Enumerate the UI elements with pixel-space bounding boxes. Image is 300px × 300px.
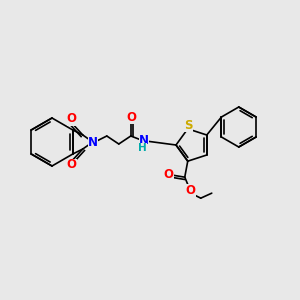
Text: N: N [139,134,149,148]
Text: N: N [88,136,98,148]
Text: O: O [67,112,77,125]
Text: O: O [127,111,137,124]
Text: H: H [138,143,147,153]
Text: O: O [164,168,174,181]
Text: O: O [186,184,196,197]
Text: S: S [184,119,193,132]
Text: O: O [67,158,77,172]
